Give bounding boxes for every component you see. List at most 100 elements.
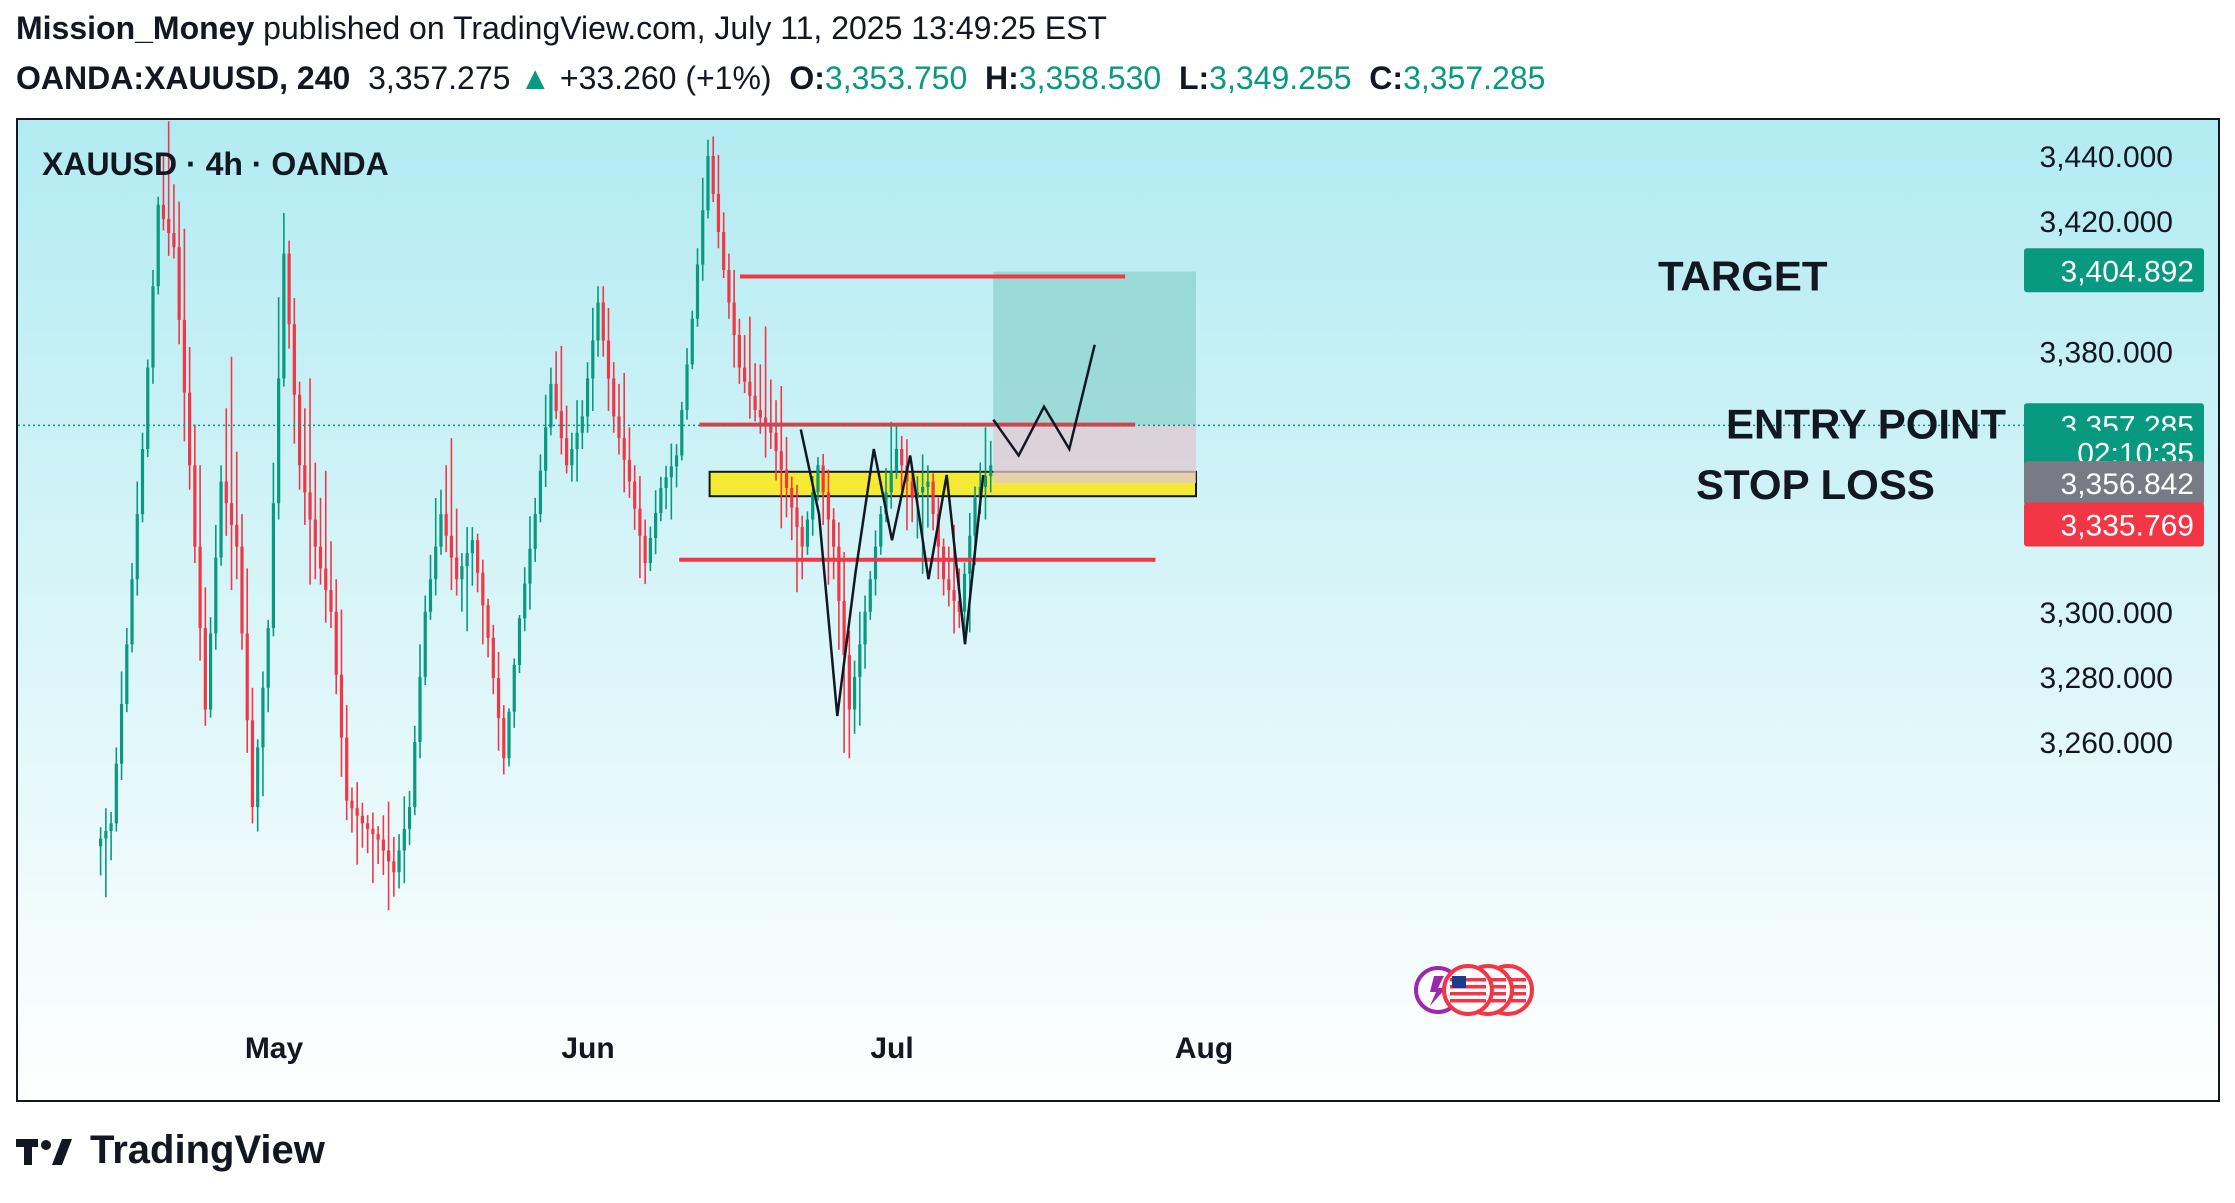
- candle-body: [638, 508, 642, 536]
- candle-body: [968, 535, 972, 574]
- flag-canton: [1452, 976, 1466, 988]
- candle-body: [952, 590, 956, 601]
- candle-body: [444, 514, 448, 536]
- candle-body: [455, 557, 459, 580]
- candle-body: [570, 449, 574, 466]
- x-tick-label: Aug: [1175, 1032, 1233, 1065]
- candle-body: [868, 579, 872, 612]
- candle-body: [889, 470, 893, 493]
- close-value: 3,357.285: [1403, 60, 1546, 96]
- candle-body: [549, 383, 553, 428]
- us-flag-event-icon[interactable]: [1442, 964, 1494, 1016]
- x-tick-label: Jun: [561, 1032, 614, 1065]
- lightning-icon: [1430, 976, 1446, 1006]
- candle-body: [172, 233, 176, 248]
- candle-body: [585, 378, 590, 417]
- candle-body: [727, 269, 731, 303]
- candle-body: [711, 156, 715, 194]
- candle-body: [261, 687, 265, 748]
- candle-body: [779, 451, 783, 470]
- candle-body: [371, 828, 375, 835]
- candle-body: [842, 600, 846, 656]
- candle-body: [915, 492, 920, 498]
- candle-body: [496, 677, 501, 719]
- projection-path: [992, 344, 1096, 458]
- candle-body: [324, 568, 328, 591]
- candle-body: [612, 378, 616, 417]
- candle-body: [821, 465, 825, 493]
- candle-body: [680, 409, 684, 456]
- price-tag[interactable]: 3,356.842: [2024, 461, 2204, 506]
- candle-body: [926, 481, 930, 487]
- candle-body: [811, 492, 815, 520]
- candle-body: [654, 513, 658, 538]
- candle-body: [486, 605, 490, 638]
- candle-body: [481, 572, 485, 606]
- candle-body: [894, 449, 899, 471]
- candle-body: [664, 477, 668, 489]
- candle-body: [140, 449, 145, 515]
- tradingview-logo[interactable]: TradingView: [16, 1128, 325, 1173]
- candle-body: [921, 486, 925, 493]
- candle-body: [308, 492, 312, 520]
- candle-body: [852, 676, 857, 710]
- chart-panel[interactable]: 3,440.000 3,420.000 3,380.000 3,300.000 3,28…: [16, 118, 2220, 1102]
- entry-point-annotation: ENTRY POINT: [1726, 401, 2006, 448]
- high-value: 3,358.530: [1018, 60, 1162, 96]
- candle-body: [224, 481, 228, 504]
- candle-body: [931, 481, 935, 515]
- candle-body: [669, 466, 673, 478]
- candle-body: [790, 488, 794, 508]
- candle-body: [832, 519, 836, 547]
- chart-symbol-label: XAUUSD · 4h · OANDA: [42, 146, 389, 182]
- candle-body: [423, 611, 427, 677]
- candle-body: [245, 633, 249, 721]
- candle-body: [633, 481, 637, 509]
- candle-body: [339, 674, 344, 738]
- candle-body: [763, 417, 768, 426]
- candle-body: [900, 449, 904, 466]
- candle-body: [418, 676, 422, 742]
- candle-body: [334, 611, 338, 675]
- candle-body: [203, 628, 207, 710]
- symbol-name[interactable]: OANDA:XAUUSD, 240: [16, 60, 351, 96]
- price-tag[interactable]: 3,335.769: [2024, 502, 2204, 547]
- open-value: 3,353.750: [824, 60, 968, 96]
- candle-body: [795, 507, 799, 528]
- candle-body: [507, 711, 511, 759]
- candle-body: [523, 583, 527, 619]
- candle-body: [397, 850, 401, 873]
- flag-stripe: [1450, 985, 1486, 989]
- chart-background: [18, 120, 2218, 1100]
- candle-body: [962, 573, 967, 612]
- flag-stripe: [1450, 992, 1486, 996]
- price-tag[interactable]: 3,404.892: [2024, 248, 2204, 293]
- candle-body: [125, 644, 129, 705]
- candle-body: [517, 618, 522, 665]
- candle-body: [596, 302, 600, 341]
- candle-body: [282, 253, 286, 379]
- candle-body: [297, 394, 302, 466]
- candle-body: [606, 340, 611, 379]
- flag-stripe: [1450, 978, 1486, 982]
- price-chart[interactable]: 3,440.000 3,420.000 3,380.000 3,300.000 3,28…: [18, 120, 2218, 1100]
- candle-body: [329, 590, 333, 612]
- y-tick-label: 3,280.000: [2040, 662, 2173, 695]
- tradingview-logo-icon: [16, 1138, 72, 1165]
- candle-body: [858, 644, 862, 677]
- author-name[interactable]: Mission_Money: [16, 10, 255, 46]
- candle-body: [381, 839, 385, 851]
- candle-body: [313, 519, 317, 547]
- candle-body: [146, 367, 150, 449]
- candle-body: [753, 395, 757, 410]
- candle-body: [114, 763, 118, 824]
- candle-body: [119, 704, 124, 764]
- candle-body: [989, 465, 993, 477]
- candle-body: [622, 438, 626, 460]
- candle-body: [732, 302, 736, 336]
- candle-body: [476, 540, 480, 573]
- price-tag-bg: [2024, 461, 2204, 506]
- candle-body: [769, 425, 773, 433]
- candle-body: [957, 600, 961, 612]
- candle-body: [277, 378, 281, 504]
